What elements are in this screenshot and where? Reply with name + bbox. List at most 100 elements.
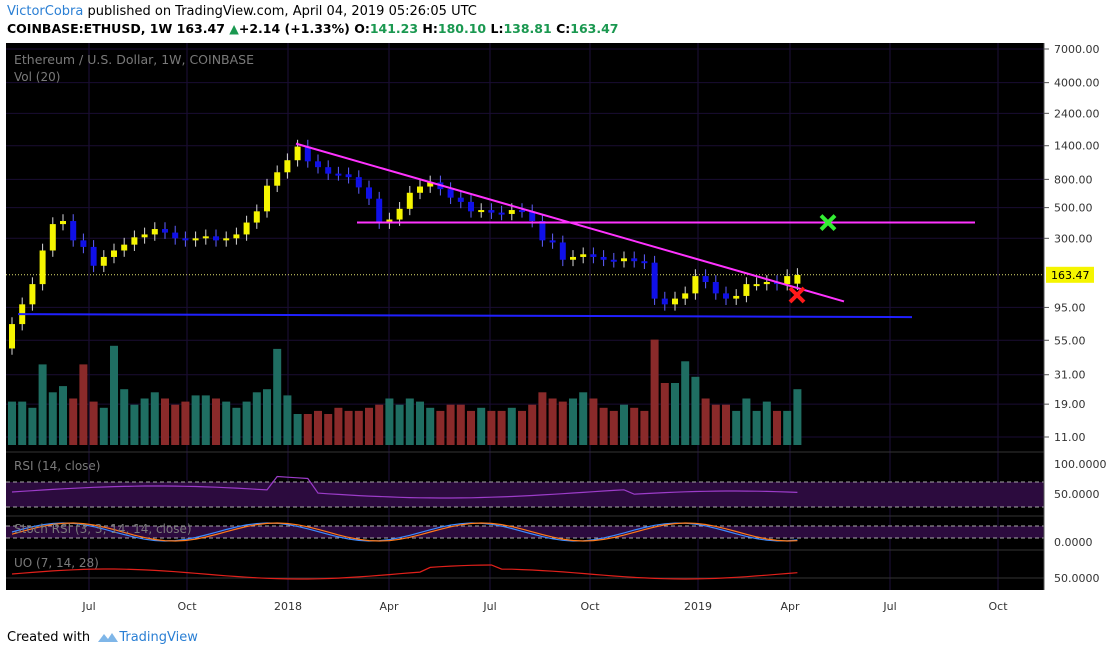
volume-bar [28, 407, 37, 445]
volume-bar [660, 383, 669, 445]
candle-body [559, 242, 566, 260]
candle-body [590, 254, 597, 257]
volume-bar [426, 407, 435, 445]
uo-label: UO (7, 14, 28) [14, 556, 99, 570]
candle-body [539, 221, 546, 241]
rsi-label: RSI (14, close) [14, 459, 100, 473]
close-label: C: [556, 21, 571, 36]
volume-bar [416, 401, 424, 445]
volume-label: Vol (20) [14, 70, 60, 84]
candles [9, 139, 801, 355]
price-tick-label: 19.00 [1054, 398, 1086, 411]
last-price: 163.47 [176, 21, 225, 36]
candle-body [549, 240, 556, 243]
price-tick-label: 55.00 [1054, 334, 1086, 347]
volume-bar [201, 395, 210, 445]
volume-bar [293, 414, 302, 445]
x-tick-label: Jul [882, 600, 896, 613]
volume-bar [79, 364, 88, 445]
candle-body [284, 160, 291, 173]
price-tick-label: 4000.00 [1054, 77, 1100, 90]
x-tick-label: Apr [379, 600, 399, 613]
trend-annotations [17, 142, 975, 319]
candle-body [243, 222, 250, 235]
x-tick-label: Oct [988, 600, 1008, 613]
candle-body [457, 197, 464, 202]
volume-bar [609, 410, 618, 445]
volume-bar [405, 398, 414, 445]
volume-bar [528, 404, 537, 445]
volume-bar [589, 398, 598, 445]
axis-background [1044, 43, 1111, 590]
volume-bar [303, 414, 312, 445]
volume-bar [232, 407, 241, 445]
candle-body [794, 274, 801, 284]
candle-body [355, 177, 362, 188]
volume-bar [783, 410, 792, 445]
open-value: 141.23 [369, 21, 419, 36]
candle-body [304, 146, 311, 162]
chart-title: Ethereum / U.S. Dollar, 1W, COINBASE [14, 52, 254, 67]
volume-bar [497, 410, 506, 445]
volume-bar [242, 401, 251, 445]
candle-body [253, 211, 260, 223]
low-value: 138.81 [503, 21, 552, 36]
candle-body [264, 185, 270, 212]
tradingview-link[interactable]: TradingView [119, 630, 198, 645]
volume-bar [650, 339, 659, 445]
candle-body [682, 293, 689, 299]
price-tick-label: 1400.00 [1054, 140, 1100, 153]
volume-bar [456, 404, 465, 445]
volume-bar [59, 386, 67, 445]
candle-body [702, 276, 709, 283]
candle-body [29, 284, 36, 305]
candle-body [723, 293, 729, 299]
volume-bar [446, 404, 455, 445]
candle-body [345, 174, 352, 178]
volume-bar [171, 404, 180, 445]
time-axis: Jul Oct 2018 Apr Jul Oct 2019 Apr Jul Oct [81, 600, 1008, 613]
last-price-marker [1046, 266, 1094, 283]
candle-body [570, 256, 576, 260]
price-axis: 7000.00 4000.00 2400.00 1400.00 800.00 500.00… [1043, 43, 1111, 590]
volume-bar [681, 361, 690, 445]
candle-body [692, 276, 699, 294]
uo-line [11, 564, 798, 580]
volume-bar [252, 392, 261, 445]
volume-bar [722, 404, 730, 445]
volume-bar [48, 392, 57, 445]
volume-bar [140, 398, 149, 445]
candle-body [712, 282, 719, 294]
symbol-info: COINBASE:ETHUSD, 1W 163.47 ▲+2.14 (+1.33… [7, 21, 619, 36]
candle-body [70, 221, 77, 241]
volume-bar [344, 410, 353, 445]
candle-body [406, 192, 413, 209]
volume-bar [395, 404, 404, 445]
candle-body [743, 284, 750, 296]
candle-body [151, 229, 158, 235]
rsi-line [11, 475, 798, 499]
volume-bar [620, 404, 628, 445]
author-link[interactable]: VictorCobra [7, 4, 84, 19]
volume-bar [354, 410, 363, 445]
volume-bar [579, 392, 588, 445]
candle-body [498, 212, 505, 215]
volume-bar [110, 345, 118, 445]
volume-bar [711, 404, 720, 445]
volume-bar [436, 410, 445, 445]
red-x-icon [788, 286, 806, 304]
volume-bar [558, 401, 567, 445]
volume-bar [762, 401, 771, 445]
volume-bar [334, 407, 343, 445]
candle-body [488, 210, 495, 213]
price-chart[interactable]: 7000.00 4000.00 2400.00 1400.00 800.00 500.00… [0, 40, 1115, 620]
volume-bar [732, 410, 741, 445]
volume-bars [8, 339, 802, 445]
candle-body [784, 276, 791, 285]
candle-body [580, 254, 587, 257]
candle-body [60, 221, 66, 225]
last-price-label: 163.47 [1051, 269, 1090, 282]
candle-body [192, 238, 199, 241]
candle-body [39, 250, 46, 285]
volume-bar [671, 383, 679, 445]
